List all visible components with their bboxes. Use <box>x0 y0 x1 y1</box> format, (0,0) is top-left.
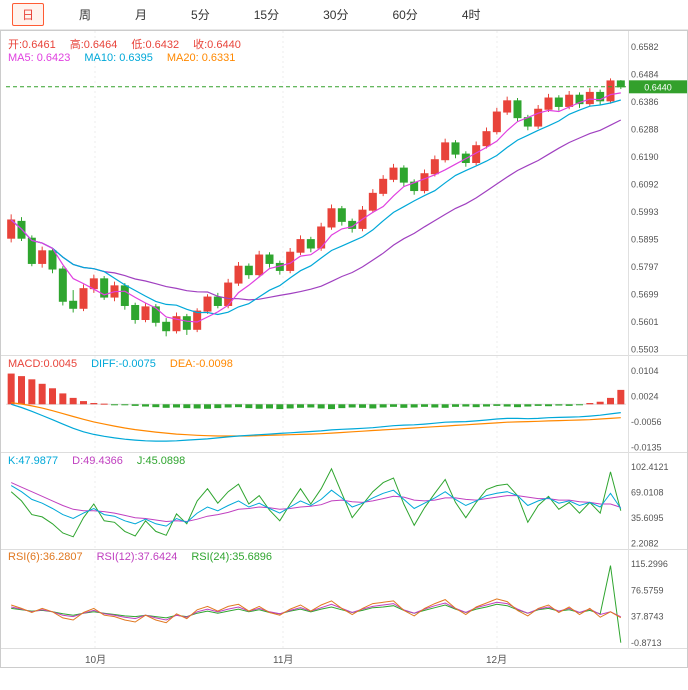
current-price-tag <box>629 80 687 94</box>
rsi6-value: RSI(6):36.2807 <box>8 551 83 563</box>
axis-tick: 0.0024 <box>631 392 659 402</box>
axis-tick: -0.0056 <box>631 417 662 427</box>
axis-tick: 0.0104 <box>631 366 659 376</box>
macd-value: MACD:0.0045 <box>8 358 78 370</box>
axis-tick: 0.6582 <box>631 42 659 52</box>
tab-month[interactable]: 月 <box>135 8 148 22</box>
tab-week[interactable]: 周 <box>79 8 92 22</box>
axis-tick: 102.4121 <box>631 462 669 472</box>
tab-15min[interactable]: 15分 <box>253 8 280 22</box>
tab-5min[interactable]: 5分 <box>191 8 210 22</box>
axis-tick: 0.5895 <box>631 235 659 245</box>
axis-tick: 0.6386 <box>631 97 659 107</box>
close-value: 收:0.6440 <box>193 39 241 51</box>
axis-tick: 2.2082 <box>631 539 659 549</box>
ma20-value: MA20: 0.6331 <box>166 52 236 64</box>
axis-tick: 35.6095 <box>631 513 664 523</box>
axis-tick: 37.8743 <box>631 612 664 622</box>
k-value: K:47.9877 <box>8 455 59 467</box>
ma5-value: MA5: 0.6423 <box>8 52 71 64</box>
ma10-value: MA10: 0.6395 <box>84 52 153 64</box>
axis-tick: 0.6484 <box>631 70 659 80</box>
kdj-legend: K:47.9877 D:49.4366 J:45.0898 <box>8 455 185 467</box>
tab-day[interactable]: 日 <box>12 3 45 26</box>
rsi12-value: RSI(12):37.6424 <box>96 551 178 563</box>
tab-30min[interactable]: 30分 <box>323 8 349 22</box>
axis-tick: 0.5601 <box>631 317 659 327</box>
axis-tick: -0.8713 <box>631 638 662 648</box>
ma-legend: MA5: 0.6423 MA10: 0.6395 MA20: 0.6331 <box>8 52 235 64</box>
low-value: 低:0.6432 <box>131 39 180 51</box>
axis-tick: 0.5797 <box>631 262 659 272</box>
dea-value: DEA:-0.0098 <box>169 358 233 370</box>
axis-tick: 0.5699 <box>631 290 659 300</box>
period-tabbar: 日 周 月 5分 15分 30分 60分 4时 <box>0 0 688 30</box>
d-value: D:49.4366 <box>72 455 123 467</box>
axis-tick: -0.0135 <box>631 443 662 453</box>
open-value: 开:0.6461 <box>8 39 56 51</box>
axis-tick: 0.5503 <box>631 345 659 355</box>
current-price-tag-text: 0.6440 <box>644 82 672 92</box>
axis-tick: 69.0108 <box>631 488 664 498</box>
axis-tick: 0.6190 <box>631 152 659 162</box>
tab-4hour[interactable]: 4时 <box>461 8 481 22</box>
x-axis-label-dec: 12月 <box>486 655 508 666</box>
axis-tick: 0.6288 <box>631 125 659 135</box>
j-value: J:45.0898 <box>136 455 186 467</box>
x-axis-label-nov: 11月 <box>273 655 294 666</box>
macd-legend: MACD:0.0045 DIFF:-0.0075 DEA:-0.0098 <box>8 358 233 370</box>
rsi-legend: RSI(6):36.2807 RSI(12):37.6424 RSI(24):3… <box>8 551 272 563</box>
axis-tick: 0.5993 <box>631 207 659 217</box>
axis-tick: 115.2996 <box>631 559 668 569</box>
high-value: 高:0.6464 <box>69 39 118 51</box>
ohlc-legend: 开:0.6461 高:0.6464 低:0.6432 收:0.6440 <box>8 36 241 52</box>
diff-value: DIFF:-0.0075 <box>91 358 156 370</box>
axis-tick: 0.6092 <box>631 180 659 190</box>
tab-60min[interactable]: 60分 <box>392 8 418 22</box>
rsi24-value: RSI(24):35.6896 <box>191 551 273 563</box>
x-axis-label-oct: 10月 <box>85 655 107 666</box>
axis-tick: 76.5759 <box>631 585 664 595</box>
